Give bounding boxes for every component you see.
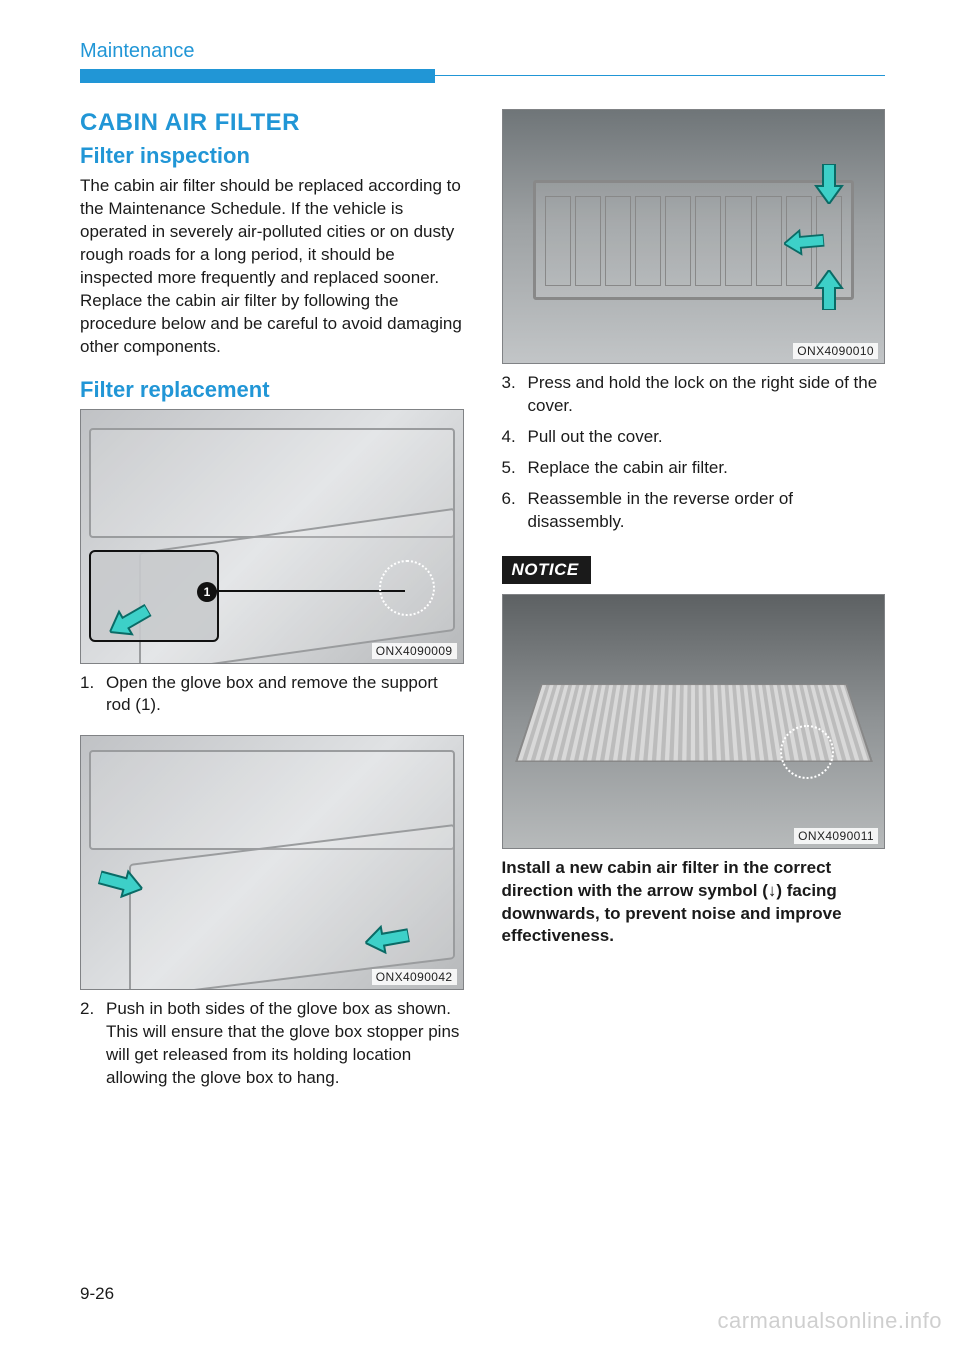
subsection-inspection-title: Filter inspection	[80, 143, 464, 169]
step-number: 4.	[502, 426, 516, 449]
notice-badge: NOTICE	[502, 556, 591, 584]
steps-list-left-1: 1. Open the glove box and remove the sup…	[80, 672, 464, 718]
two-column-layout: CABIN AIR FILTER Filter inspection The c…	[80, 109, 885, 1098]
figure-filter-direction: ONX4090011	[502, 594, 886, 849]
step-number: 3.	[502, 372, 516, 395]
step-item: 3. Press and hold the lock on the right …	[502, 372, 886, 418]
steps-list-left-2: 2. Push in both sides of the glove box a…	[80, 998, 464, 1090]
chapter-title: Maintenance	[80, 40, 885, 63]
figure-caption: ONX4090011	[794, 828, 878, 844]
step-number: 2.	[80, 998, 94, 1021]
column-right: ONX4090010 3. Press and hold the lock on…	[502, 109, 886, 1098]
arrow-icon	[814, 270, 844, 310]
step-number: 6.	[502, 488, 516, 511]
step-text: Press and hold the lock on the right sid…	[528, 373, 878, 415]
inspection-body: The cabin air filter should be replaced …	[80, 175, 464, 359]
figure-glovebox-rod: 1 ONX4090009	[80, 409, 464, 664]
step-item: 1. Open the glove box and remove the sup…	[80, 672, 464, 718]
figure-glovebox-sides: ONX4090042	[80, 735, 464, 990]
steps-list-right: 3. Press and hold the lock on the right …	[502, 372, 886, 534]
step-item: 4. Pull out the cover.	[502, 426, 886, 449]
watermark: carmanualsonline.info	[717, 1308, 942, 1334]
figure-caption: ONX4090009	[372, 643, 457, 659]
step-item: 2. Push in both sides of the glove box a…	[80, 998, 464, 1090]
chapter-rule	[80, 69, 885, 83]
step-number: 5.	[502, 457, 516, 480]
step-text: Push in both sides of the glove box as s…	[106, 999, 459, 1087]
subsection-replacement-title: Filter replacement	[80, 377, 464, 403]
column-left: CABIN AIR FILTER Filter inspection The c…	[80, 109, 464, 1098]
page-number: 9-26	[80, 1284, 114, 1304]
section-title: CABIN AIR FILTER	[80, 109, 464, 137]
step-text: Open the glove box and remove the suppor…	[106, 673, 438, 715]
figure-filter-cover: ONX4090010	[502, 109, 886, 364]
arrow-icon	[814, 164, 844, 204]
step-item: 5. Replace the cabin air filter.	[502, 457, 886, 480]
step-item: 6. Reassemble in the reverse order of di…	[502, 488, 886, 534]
figure-caption: ONX4090042	[372, 969, 457, 985]
step-text: Replace the cabin air filter.	[528, 458, 728, 477]
callout-number: 1	[197, 582, 217, 602]
figure-caption: ONX4090010	[793, 343, 878, 359]
notice-body: Install a new cabin air filter in the co…	[502, 857, 886, 949]
step-number: 1.	[80, 672, 94, 695]
step-text: Pull out the cover.	[528, 427, 663, 446]
step-text: Reassemble in the reverse order of disas…	[528, 489, 794, 531]
arrow-icon	[783, 226, 825, 257]
manual-page: Maintenance CABIN AIR FILTER Filter insp…	[0, 0, 960, 1346]
